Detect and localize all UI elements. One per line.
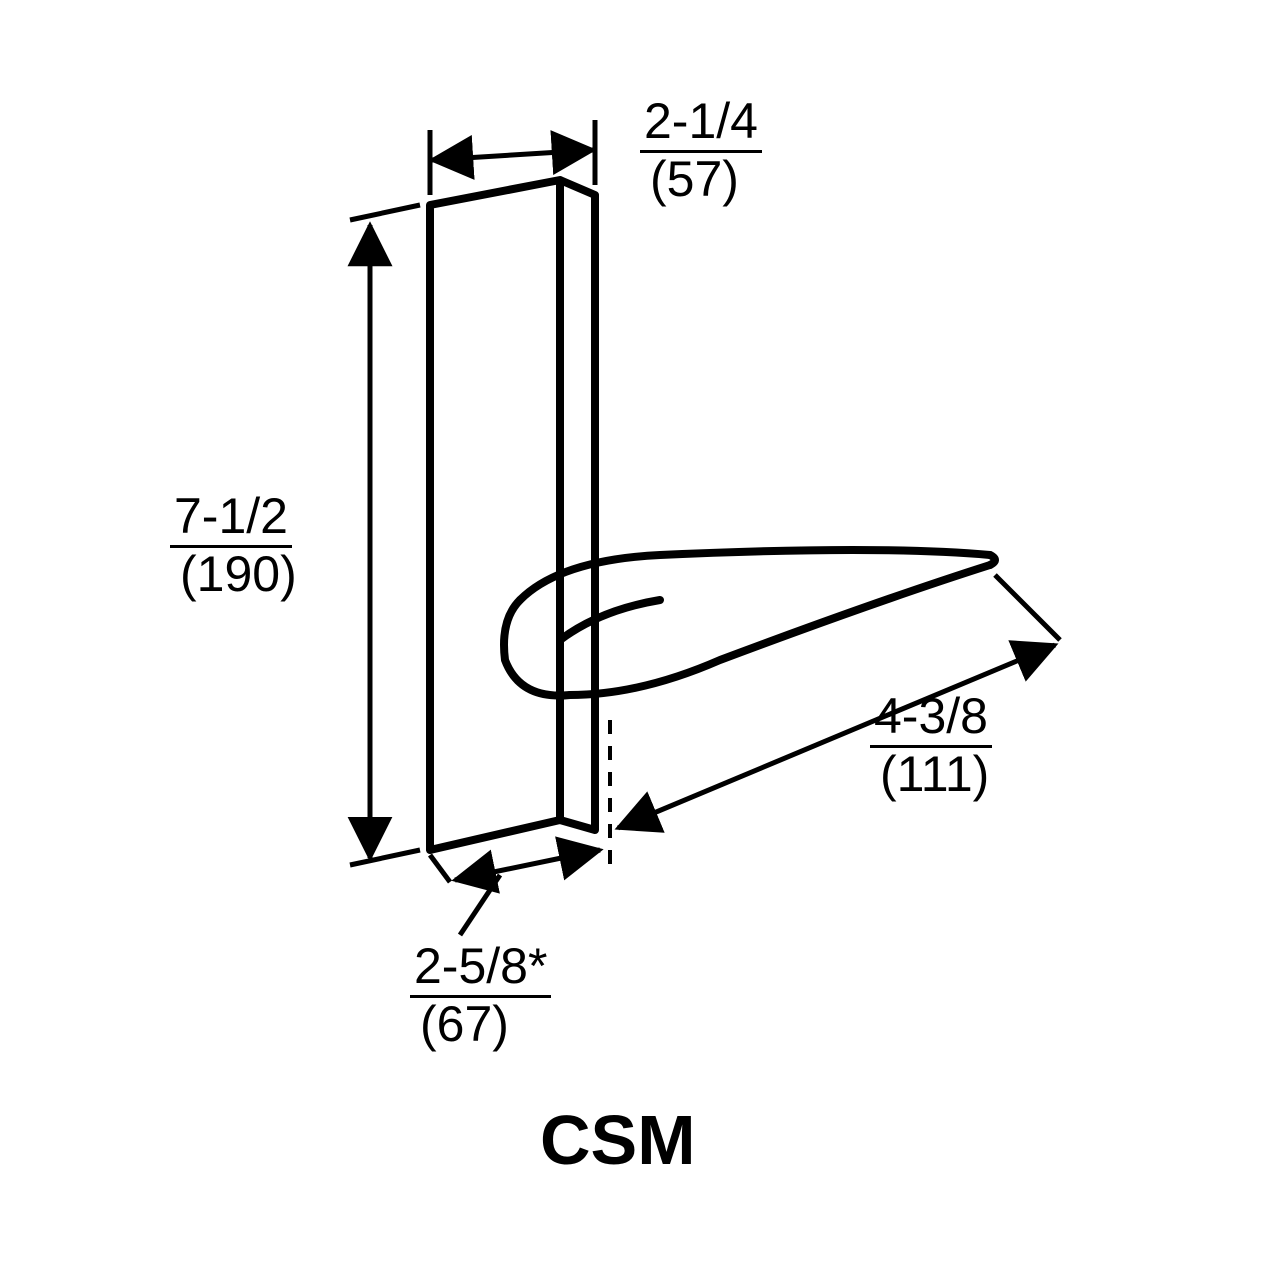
- label-lever-length: 4-3/8 (111): [870, 690, 992, 800]
- backset-imperial: 2-5/8*: [410, 940, 551, 998]
- diagram-stage: 2-1/4 (57) 7-1/2 (190) 4-3/8 (111) 2-5/8…: [0, 0, 1280, 1280]
- dim-backset: [430, 850, 600, 935]
- plate-height-mm: (190): [170, 548, 297, 601]
- plate: [430, 180, 595, 850]
- lever-length-imperial: 4-3/8: [870, 690, 992, 748]
- label-plate-width: 2-1/4 (57): [640, 95, 762, 205]
- diagram-title: CSM: [540, 1100, 696, 1180]
- backset-mm: (67): [410, 998, 551, 1051]
- label-backset: 2-5/8* (67): [410, 940, 551, 1050]
- lever: [504, 550, 995, 696]
- label-plate-height: 7-1/2 (190): [170, 490, 297, 600]
- lever-length-mm: (111): [870, 748, 992, 801]
- plate-width-mm: (57): [640, 153, 762, 206]
- dim-plate-height: [350, 205, 420, 865]
- plate-height-imperial: 7-1/2: [170, 490, 292, 548]
- plate-width-imperial: 2-1/4: [640, 95, 762, 153]
